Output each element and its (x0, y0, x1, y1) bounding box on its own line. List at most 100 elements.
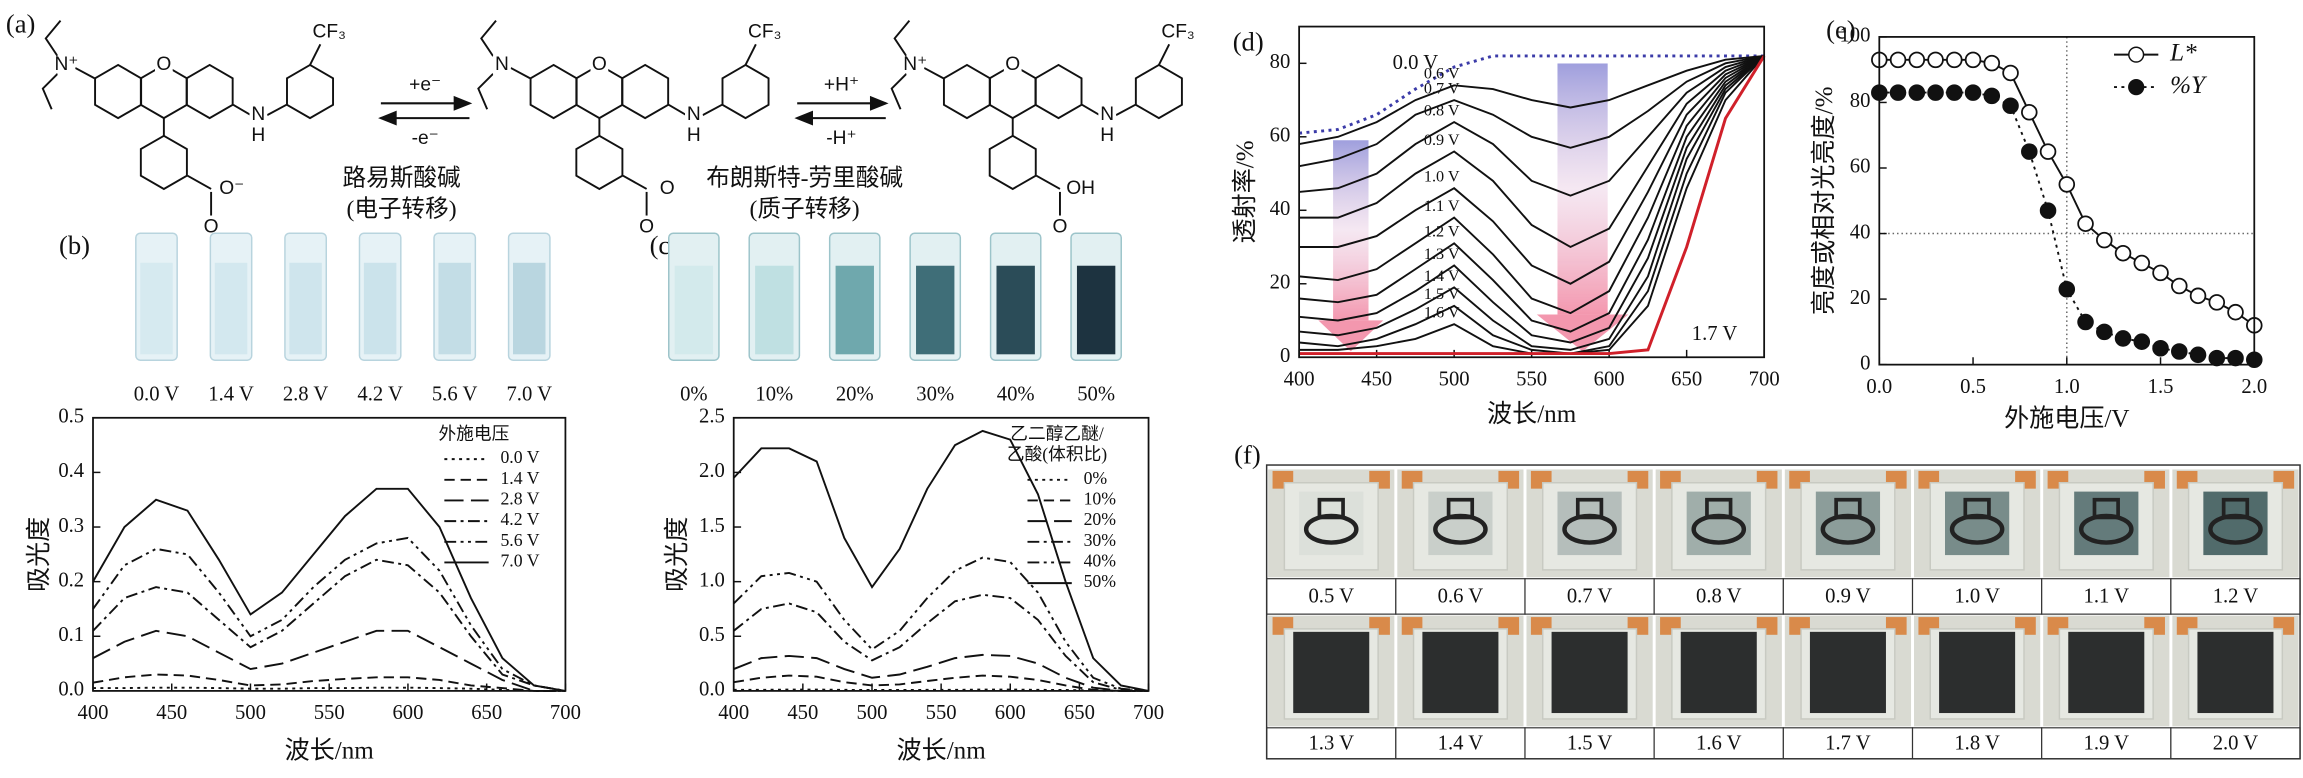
x-tick-label: 500 (235, 702, 266, 724)
atom-bg (637, 217, 656, 238)
series-line (733, 674, 1149, 692)
y-tick-label: 20 (1850, 287, 1871, 309)
plot-frame (1878, 36, 2256, 366)
ring (185, 63, 234, 120)
cuvette-liquid (438, 262, 471, 355)
data-point (2208, 349, 2226, 367)
series-label: 1.2 V (1424, 223, 1460, 241)
label-cell (1653, 578, 1784, 615)
x-tick-label: 550 (926, 702, 957, 724)
cuvette-label: 7.0 V (506, 383, 552, 405)
device-logo (1446, 497, 1475, 520)
x-tick-label: 400 (78, 702, 109, 724)
atom-label: N (1100, 104, 1114, 125)
plot-frame (1298, 25, 1766, 359)
y-axis-label: 透射率/% (1231, 140, 1259, 243)
device-logo (1963, 497, 1991, 520)
ring (1134, 63, 1183, 120)
photo-glass (1671, 482, 1767, 571)
cuvette-liquid (835, 265, 874, 355)
series-label: 1.5 V (1424, 285, 1460, 303)
y-tick-label: 1.5 (699, 515, 725, 537)
series-label: 1.3 V (1424, 245, 1460, 263)
data-point (2152, 264, 2169, 282)
atom-label: OH (1066, 178, 1095, 199)
data-point (1983, 54, 2001, 72)
photo-label: 0.9 V (1825, 586, 1871, 608)
photo-label: 1.0 V (1954, 586, 2000, 608)
cuvette-liquid (513, 262, 546, 355)
photo-label: 1.7 V (1825, 733, 1871, 755)
cuvette-label: 20% (836, 383, 874, 405)
atom-bg (222, 178, 241, 200)
photo-glass (1541, 482, 1638, 571)
series-line (733, 653, 1149, 692)
bond (41, 73, 59, 110)
atom-label: H (1100, 125, 1114, 146)
atom-bg (590, 54, 609, 76)
atom-bg (658, 178, 677, 200)
reaction-label: (电子转移) (346, 196, 456, 223)
legend-title: 乙二醇乙醚/ (1010, 424, 1104, 444)
series-label: 0.0 V (1393, 52, 1439, 74)
series-line (1299, 55, 1766, 356)
cuvette-liquid (289, 262, 322, 355)
y-tick-label: 40 (1270, 198, 1291, 220)
legend-label: 0.0 V (500, 447, 539, 467)
bond (74, 67, 95, 80)
data-point (2114, 244, 2132, 262)
chart: 400 450 500 550 600 650 700 0 20 40 60 80 0.0 V0.6 V… (1231, 25, 1780, 428)
series-line (1299, 55, 1765, 333)
series-label: 0.7 V (1424, 79, 1460, 97)
panel-label: (f) (1234, 440, 1261, 470)
device-patch (2068, 631, 2145, 714)
legend-label: 2.8 V (500, 489, 539, 509)
x-tick-label: 700 (550, 702, 581, 724)
legend-title: 乙酸(体积比) (1007, 444, 1107, 464)
series-line (733, 593, 1149, 692)
ring (1034, 63, 1083, 120)
ring (286, 63, 335, 120)
data-point (2152, 339, 2169, 357)
photo-grid-frame (1265, 464, 2301, 760)
data-point (2189, 287, 2207, 305)
panel-label: (d) (1233, 26, 1264, 56)
atom-label: O (592, 54, 607, 75)
arrow-head (378, 110, 397, 126)
legend-label: L* (2169, 39, 2197, 66)
panel-label: (e) (1826, 15, 1855, 45)
atom-bg (1051, 217, 1069, 238)
reaction-label: (质子转移) (749, 196, 859, 223)
atom-bg (1098, 104, 1117, 126)
bond (477, 73, 494, 110)
cuvette-label: 40% (997, 383, 1035, 405)
y-tick-label: 80 (1270, 51, 1291, 73)
series-label: 0.9 V (1424, 131, 1460, 149)
device-patch (1293, 631, 1370, 714)
legend-label: 30% (1084, 530, 1117, 550)
photo-label: 1.9 V (2084, 733, 2130, 755)
label-cell (2041, 727, 2172, 760)
chart: 0.0 0.5 1.0 1.5 2.0 0 20 40 60 80 100 L* %Y 外施电压/V 亮度或… (1810, 25, 2267, 433)
data-point (1946, 51, 1963, 69)
data-point (1908, 84, 1926, 101)
device-patch (1680, 631, 1757, 714)
data-point (2077, 313, 2094, 331)
device-logo (1317, 497, 1345, 520)
panel-label: (b) (59, 230, 90, 260)
data-point (2096, 231, 2113, 249)
bond (1035, 174, 1061, 190)
x-tick-label: 700 (1749, 369, 1780, 391)
series-line (1299, 55, 1765, 249)
atom-label: N⁺ (54, 54, 78, 75)
atom-bg (493, 54, 511, 76)
photo-glass (1800, 482, 1896, 571)
series-line (92, 536, 566, 692)
atom-label: N⁺ (903, 54, 927, 75)
bond (744, 43, 757, 66)
ring (575, 134, 624, 191)
data-point (2171, 343, 2188, 360)
data-point (2227, 303, 2244, 321)
y-tick-label: 0.5 (58, 406, 84, 428)
photo-label: 1.5 V (1567, 733, 1613, 755)
